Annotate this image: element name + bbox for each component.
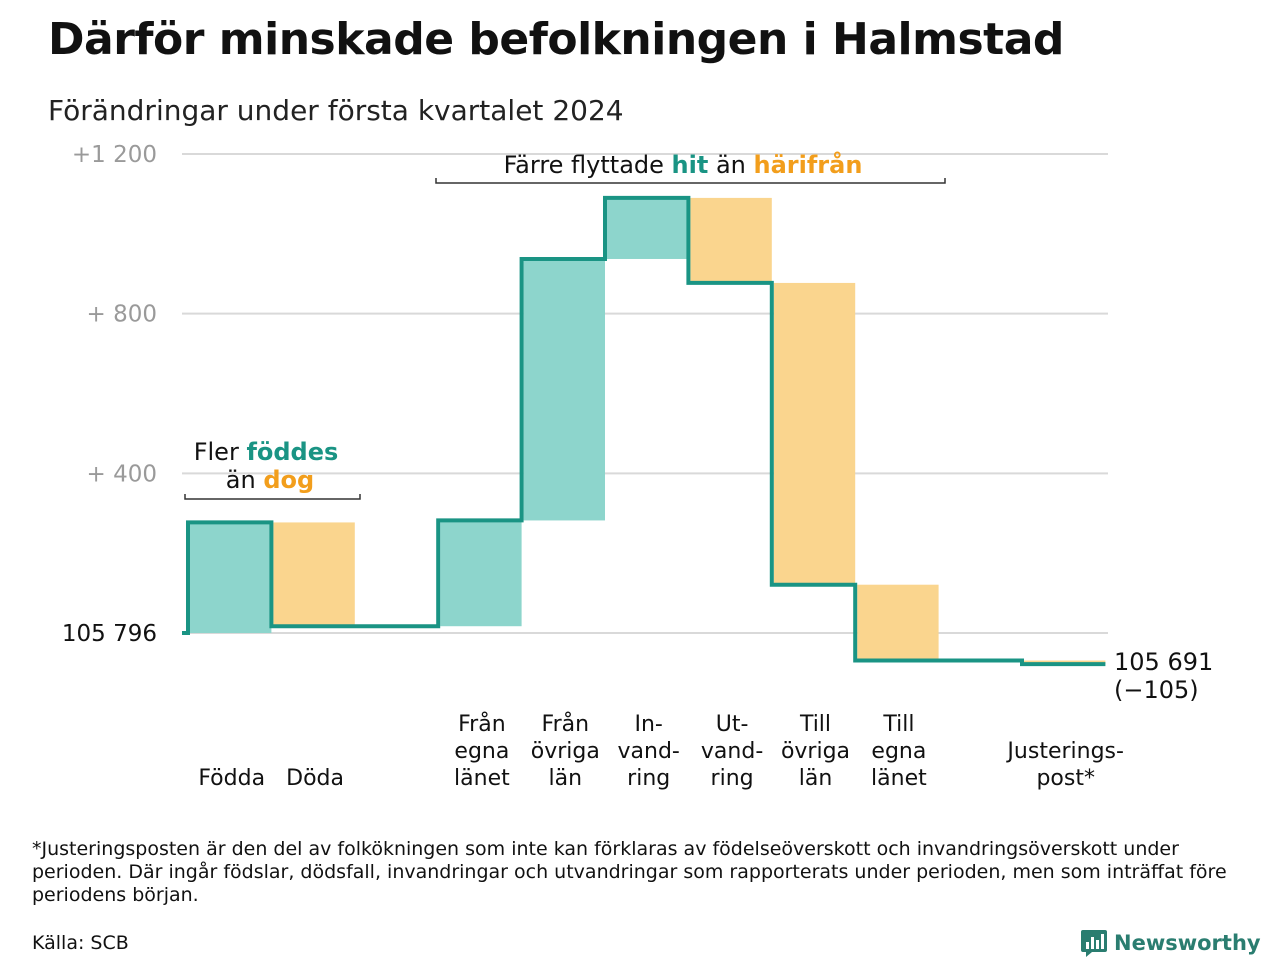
increase-bar [523, 258, 605, 521]
category-label: ring [627, 766, 670, 791]
step-line [182, 195, 1106, 667]
annotation-part: hit [672, 151, 709, 179]
annotation-part: Färre flyttade [504, 151, 672, 179]
category-label: Födda [198, 766, 265, 791]
category-label: egna [871, 739, 926, 764]
category-label: Till [799, 712, 831, 737]
annotation-births: Fler föddes [194, 438, 339, 466]
source-text: Källa: SCB [32, 932, 129, 954]
decrease-bar [857, 584, 939, 661]
category-label: län [799, 766, 833, 791]
annotation-bracket-left [184, 494, 361, 500]
logo-text: Newsworthy [1114, 931, 1261, 955]
category-label: post* [1036, 766, 1095, 791]
chart-title: Därför minskade befolkningen i Halmstad [48, 14, 1064, 65]
increase-bar [190, 522, 272, 633]
footnote: *Justeringsposten är den del av folkökni… [32, 838, 1227, 906]
category-label: Till [882, 712, 914, 737]
annotation-highlight-born: föddes [246, 438, 338, 466]
category-label: övriga [531, 739, 600, 764]
newsworthy-logo: Newsworthy [1080, 928, 1261, 958]
category-label: övriga [781, 739, 850, 764]
newsworthy-bar-chart-icon [1081, 930, 1107, 957]
annotation-bracket-right [435, 178, 946, 184]
category-label: län [549, 766, 583, 791]
category-label: Ut- [716, 712, 749, 737]
annotation-text: Fler [194, 438, 247, 466]
y-tick-label: + 800 [87, 302, 157, 328]
annotation-highlight-died: dog [263, 466, 314, 494]
category-label: Från [458, 711, 506, 737]
decrease-bar [690, 197, 772, 283]
category-label: ring [711, 766, 754, 791]
category-label: Från [542, 711, 590, 737]
category-label: vand- [701, 739, 763, 764]
category-label: Justerings- [1005, 739, 1124, 764]
category-label: vand- [618, 739, 680, 764]
start-value-label: 105 796 [62, 621, 157, 647]
y-tick-label: + 400 [87, 461, 157, 487]
chart-subtitle: Förändringar under första kvartalet 2024 [48, 94, 624, 127]
annotation-part: än [708, 151, 753, 179]
increase-bar [607, 197, 689, 259]
annotation-part: härifrån [754, 150, 863, 179]
category-label: länet [871, 766, 927, 791]
increase-bar [440, 520, 522, 627]
decrease-bar [273, 522, 355, 627]
category-label: Döda [286, 766, 344, 791]
category-label: In- [635, 712, 663, 737]
annotation-deaths: än dog [226, 466, 314, 494]
category-label: egna [454, 739, 509, 764]
end-value-label: 105 691 [1114, 648, 1213, 676]
annotation-text: än [226, 466, 264, 494]
category-label: länet [454, 766, 510, 791]
annotation-migration: Färre flyttade hit än härifrån [504, 150, 863, 179]
end-change-label: (−105) [1114, 676, 1199, 704]
y-tick-label: +1 200 [72, 142, 157, 168]
decrease-bar [773, 282, 856, 585]
